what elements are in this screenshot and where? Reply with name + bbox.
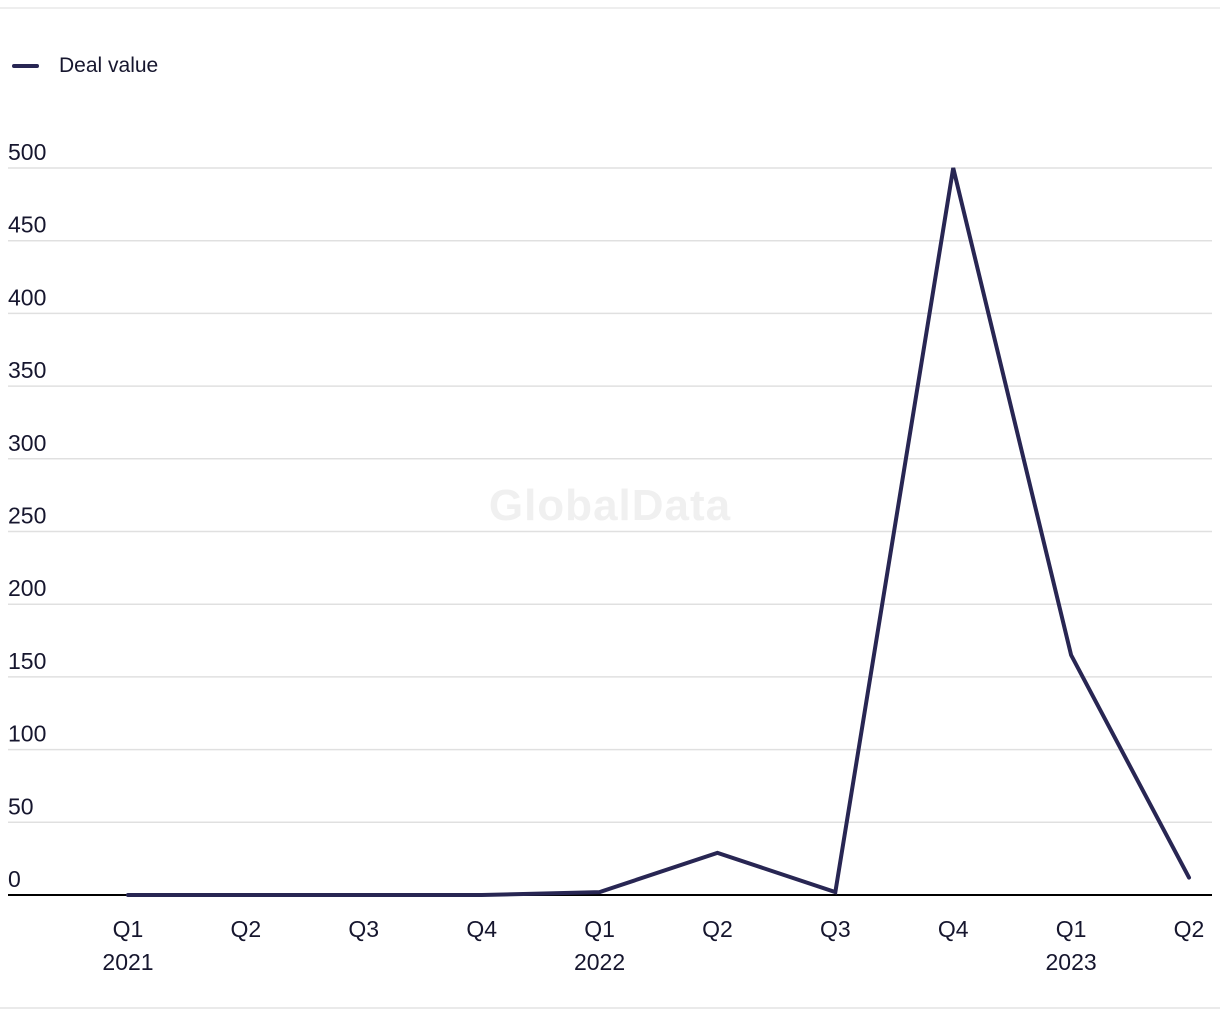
x-tick-label: Q2: [1174, 916, 1205, 942]
y-tick-label: 100: [8, 721, 46, 747]
line-series-icon: [12, 64, 39, 68]
y-tick-label: 400: [8, 284, 46, 310]
legend: Deal value: [12, 54, 158, 78]
x-tick-label: Q2: [231, 916, 262, 942]
y-tick-label: 350: [8, 357, 46, 383]
x-tick-label: Q4: [466, 916, 497, 942]
y-tick-label: 300: [8, 430, 46, 456]
x-tick-label: Q1: [584, 916, 615, 942]
legend-label: Deal value: [59, 54, 159, 77]
x-tick-label: Q2: [702, 916, 733, 942]
y-tick-label: 50: [8, 793, 34, 819]
x-tick-label: Q1: [1056, 916, 1087, 942]
y-tick-label: 150: [8, 648, 46, 674]
deal-value-line: [126, 167, 1191, 897]
year-label: 2021: [102, 949, 153, 975]
x-tick-label: Q4: [938, 916, 969, 942]
x-tick-label: Q1: [113, 916, 144, 942]
y-tick-label: 500: [8, 139, 46, 165]
year-label: 2022: [574, 949, 625, 975]
x-tick-label: Q3: [348, 916, 379, 942]
y-tick-label: 200: [8, 575, 46, 601]
y-tick-label: 450: [8, 212, 46, 238]
year-label: 2023: [1046, 949, 1097, 975]
x-tick-label: Q3: [820, 916, 851, 942]
y-tick-label: 0: [8, 866, 21, 892]
y-tick-label: 250: [8, 503, 46, 529]
